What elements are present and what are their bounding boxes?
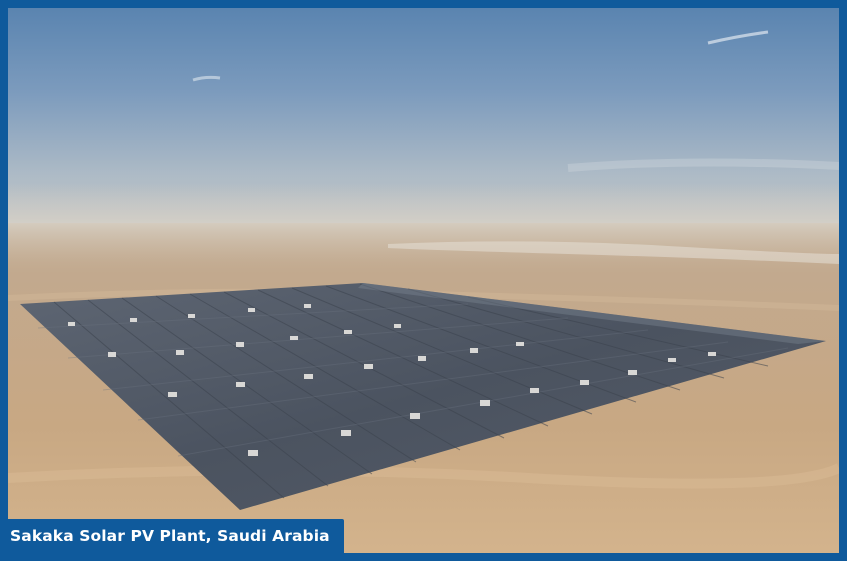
caption-box: Sakaka Solar PV Plant, Saudi Arabia <box>8 519 344 553</box>
caption-text: Sakaka Solar PV Plant, Saudi Arabia <box>10 527 330 545</box>
solar-array <box>20 283 826 510</box>
solar-plant-photo <box>8 8 839 553</box>
